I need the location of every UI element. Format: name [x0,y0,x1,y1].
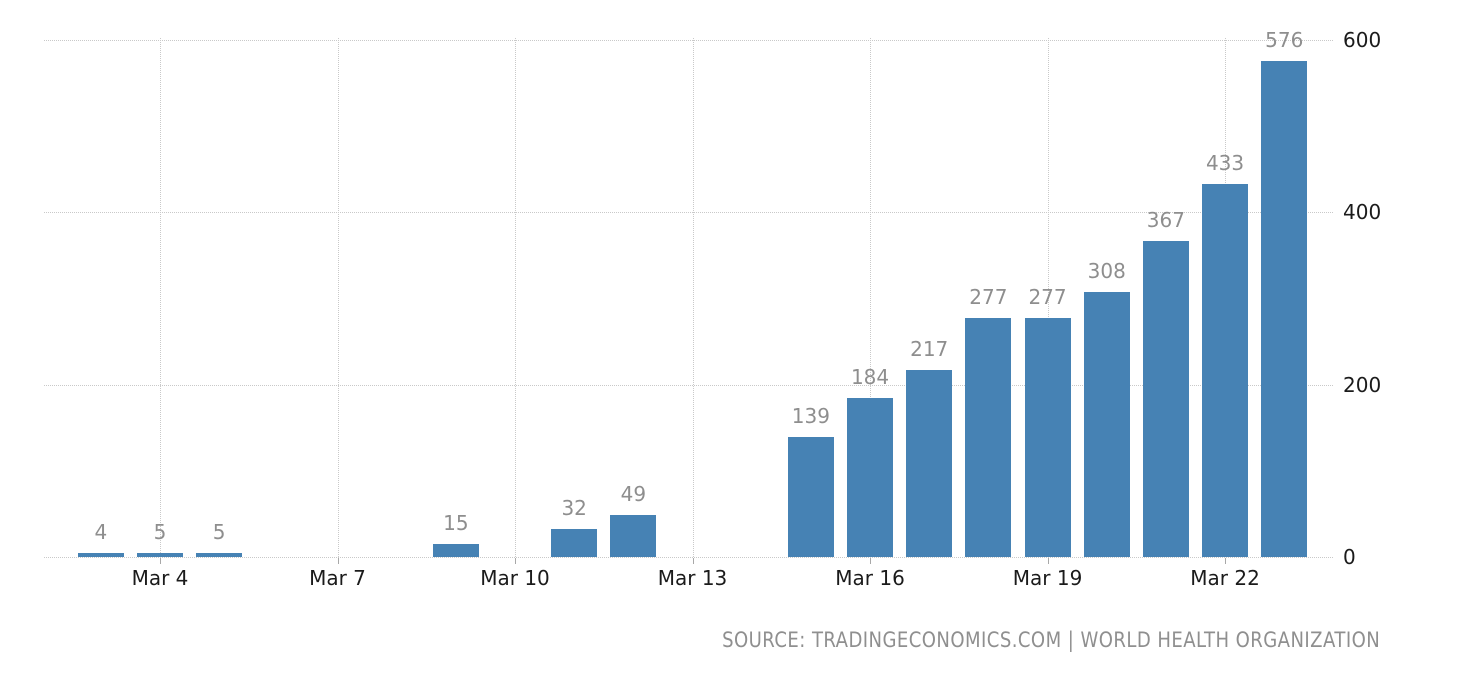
y-gridline [44,557,1333,558]
bar-mar-19[interactable] [1024,318,1071,557]
x-axis-tick-label: Mar 10 [480,566,550,590]
x-axis-tick-label: Mar 22 [1190,566,1260,590]
bar-mar-16[interactable] [847,398,894,557]
bar-value-label: 433 [1205,151,1245,175]
x-gridline [337,38,339,557]
bar-mar-15[interactable] [787,437,834,557]
x-axis-tick-label: Mar 16 [835,566,905,590]
bar-value-label: 5 [153,520,167,544]
x-axis-tick-mark [692,558,694,564]
x-axis-tick-mark [1225,558,1227,564]
bar-mar-23[interactable] [1261,61,1308,557]
bar-value-label: 367 [1146,208,1185,232]
x-axis-tick-label: Mar 4 [131,566,189,590]
bar-value-label: 139 [791,404,830,428]
y-gridline [44,212,1333,214]
bar-value-label: 277 [969,285,1008,309]
bar-mar-22[interactable] [1202,184,1249,557]
bar-value-label: 184 [850,365,890,389]
x-axis-tick-label: Mar 7 [309,566,366,590]
bar-value-label: 32 [561,496,587,520]
bar-mar-11[interactable] [551,529,598,557]
x-gridline [870,38,872,557]
y-gridline [44,40,1333,41]
x-gridline [1047,38,1049,557]
y-axis-tick-label: 400 [1343,200,1382,225]
x-axis-tick-mark [1047,558,1049,564]
bar-mar-18[interactable] [965,318,1012,557]
x-axis-tick-mark [160,558,161,564]
y-gridline [44,384,1333,386]
bar-value-label: 49 [620,482,647,506]
x-axis-tick-mark [870,558,872,564]
x-gridline [160,38,161,557]
bar-value-label: 576 [1265,28,1304,52]
bar-mar-20[interactable] [1083,292,1130,557]
bar-mar-4[interactable] [137,553,183,557]
x-axis-tick-mark [515,558,517,564]
bar-mar-9[interactable] [432,544,479,557]
bar-value-label: 308 [1087,259,1126,283]
x-axis-tick-mark [337,558,339,564]
bar-value-label: 15 [443,511,469,535]
y-axis-tick-label: 0 [1343,545,1356,569]
y-axis-tick-label: 200 [1343,372,1382,397]
x-axis-tick-label: Mar 19 [1012,566,1083,590]
x-gridline [692,38,694,557]
y-axis-tick-label: 600 [1343,28,1382,52]
source-attribution: SOURCE: TRADINGECONOMICS.COM | WORLD HEA… [721,628,1380,652]
bar-mar-12[interactable] [610,515,657,557]
bar-value-label: 277 [1028,285,1067,309]
bar-mar-21[interactable] [1142,241,1189,557]
bar-value-label: 217 [910,337,949,361]
x-axis-tick-label: Mar 13 [657,566,728,590]
bar-value-label: 4 [94,520,108,544]
bar-mar-17[interactable] [906,370,953,557]
bar-mar-5[interactable] [196,553,243,557]
bar-value-label: 5 [212,520,226,544]
bar-mar-3[interactable] [77,553,124,557]
x-gridline [515,38,517,557]
